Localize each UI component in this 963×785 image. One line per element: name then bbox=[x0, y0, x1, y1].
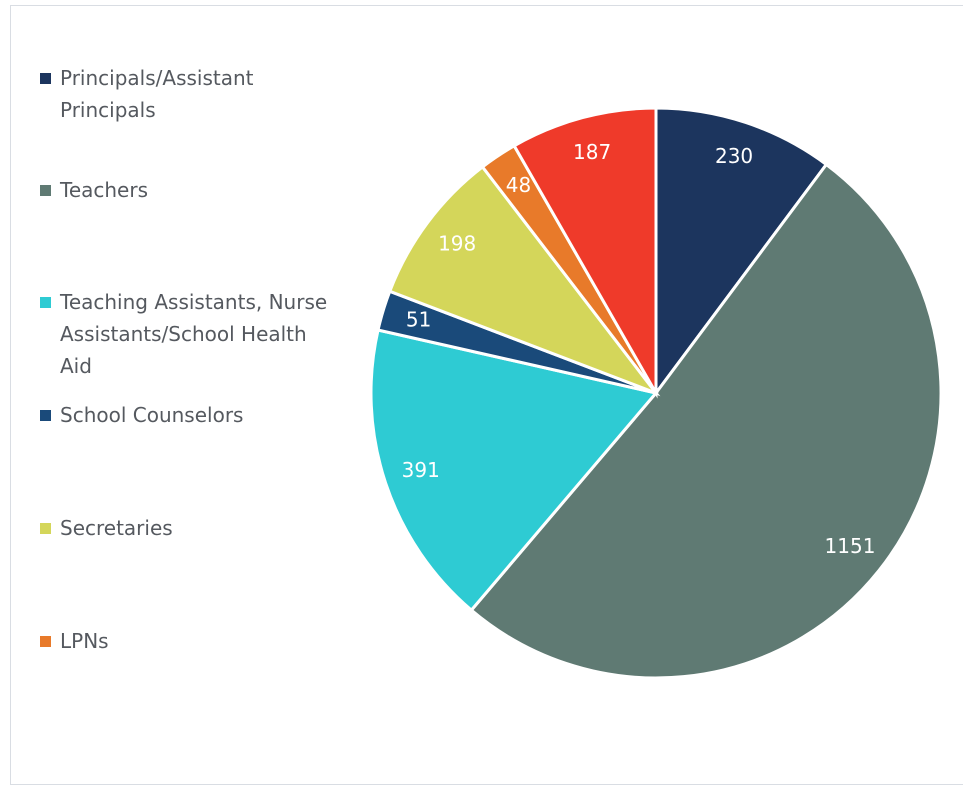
legend-label: Principals/Assistant Principals bbox=[60, 66, 254, 122]
legend-swatch bbox=[40, 523, 51, 534]
legend-item: Teachers bbox=[40, 174, 340, 206]
legend-label: Teaching Assistants, Nurse Assistants/Sc… bbox=[60, 290, 328, 378]
data-label: 230 bbox=[715, 144, 753, 168]
legend-item: Secretaries bbox=[40, 512, 340, 544]
data-label: 198 bbox=[438, 231, 476, 255]
legend-item: Teaching Assistants, Nurse Assistants/Sc… bbox=[40, 286, 340, 382]
data-label: 51 bbox=[406, 308, 431, 332]
legend-swatch bbox=[40, 297, 51, 308]
legend-item: LPNs bbox=[40, 625, 340, 657]
data-label: 391 bbox=[402, 458, 440, 482]
data-label: 1151 bbox=[825, 534, 876, 558]
data-label: 187 bbox=[573, 140, 611, 164]
pie-slice bbox=[469, 162, 943, 680]
legend-label: LPNs bbox=[60, 629, 109, 653]
legend-swatch bbox=[40, 636, 51, 647]
legend-item: School Counselors bbox=[40, 399, 340, 431]
legend-item: Principals/Assistant Principals bbox=[40, 62, 340, 126]
pie-slice bbox=[369, 328, 659, 613]
legend-swatch bbox=[40, 185, 51, 196]
data-label: 48 bbox=[506, 173, 531, 197]
pie-slice bbox=[512, 106, 658, 399]
legend-label: Teachers bbox=[60, 178, 148, 202]
legend-label: School Counselors bbox=[60, 403, 244, 427]
legend-label: Secretaries bbox=[60, 516, 173, 540]
pie-slice bbox=[654, 106, 829, 398]
pie-slice bbox=[387, 164, 661, 397]
legend-swatch bbox=[40, 73, 51, 84]
legend-swatch bbox=[40, 410, 51, 421]
